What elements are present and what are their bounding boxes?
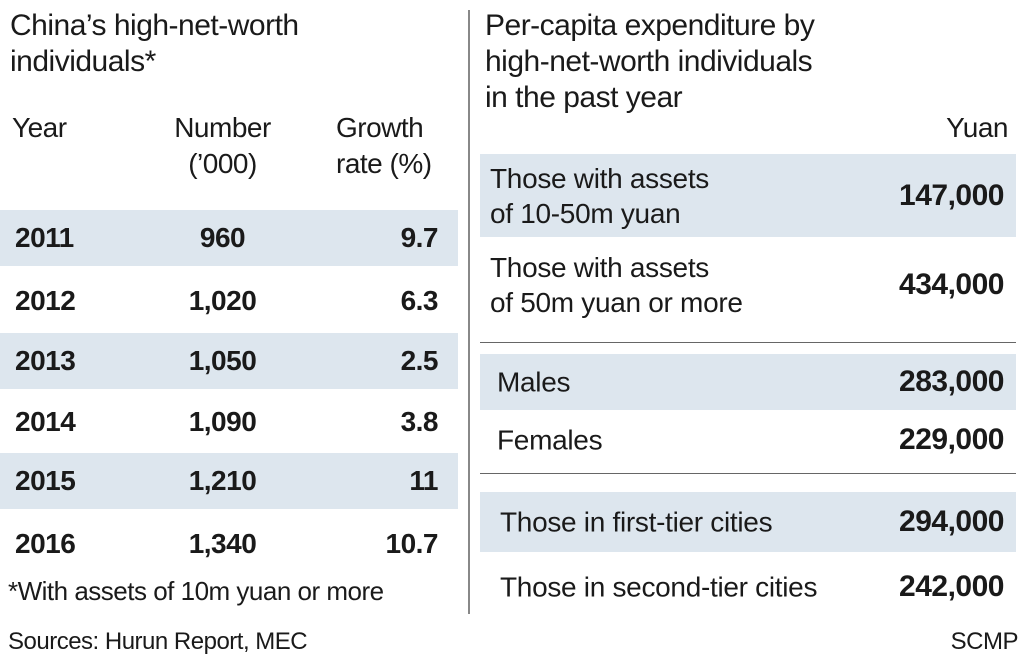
h-line: Growth bbox=[336, 112, 424, 143]
row-label: Those with assets of 10-50m yuan bbox=[490, 161, 709, 231]
year-cell: 2011 bbox=[15, 222, 74, 253]
label-line: of 10-50m yuan bbox=[490, 197, 681, 229]
label-line: of 50m yuan or more bbox=[490, 287, 743, 318]
separator bbox=[480, 473, 1016, 474]
table-row: 2014 1,090 3.8 bbox=[0, 393, 458, 451]
number-cell: 1,340 bbox=[188, 528, 257, 559]
h-line: (’000) bbox=[188, 148, 257, 179]
growth-cell: 11 bbox=[409, 465, 438, 496]
value-cell: 294,000 bbox=[899, 505, 1004, 538]
table-row: Those with assets of 10-50m yuan 147,000 bbox=[480, 154, 1016, 237]
table-row: 2012 1,020 6.3 bbox=[0, 272, 458, 330]
number-cell: 960 bbox=[199, 222, 246, 253]
table-row: 2011 960 9.7 bbox=[0, 210, 458, 266]
number-cell: 1,090 bbox=[188, 406, 257, 437]
label-line: Those with assets bbox=[490, 252, 709, 283]
table-row: 2013 1,050 2.5 bbox=[0, 333, 458, 389]
row-label: Males bbox=[497, 366, 571, 398]
separator bbox=[480, 342, 1016, 343]
value-cell: 283,000 bbox=[899, 365, 1004, 398]
table-row: Males 283,000 bbox=[480, 354, 1016, 410]
footnote: *With assets of 10m yuan or more bbox=[8, 576, 384, 606]
title-line: individuals* bbox=[10, 45, 156, 78]
row-label: Those in first-tier cities bbox=[500, 506, 773, 538]
credit: SCMP bbox=[950, 628, 1019, 655]
year-cell: 2015 bbox=[15, 465, 76, 496]
value-cell: 229,000 bbox=[899, 423, 1004, 456]
number-cell: 1,050 bbox=[188, 345, 257, 376]
growth-cell: 3.8 bbox=[400, 406, 439, 437]
growth-cell: 10.7 bbox=[385, 528, 439, 559]
left-title: China’s high-net-worth individuals* bbox=[10, 8, 299, 80]
number-cell: 1,020 bbox=[188, 285, 257, 316]
title-line: in the past year bbox=[485, 81, 683, 114]
right-title: Per-capita expenditure by high-net-worth … bbox=[485, 8, 815, 116]
h-line: Number bbox=[174, 112, 271, 143]
col-number-header: Number (’000) bbox=[165, 110, 280, 182]
col-growth-header: Growth rate (%) bbox=[336, 110, 432, 182]
col-year-header: Year bbox=[12, 112, 67, 143]
title-line: high-net-worth individuals bbox=[485, 45, 813, 78]
table-row: Those in second-tier cities 242,000 bbox=[480, 556, 1016, 618]
year-cell: 2012 bbox=[15, 285, 76, 316]
growth-cell: 9.7 bbox=[400, 222, 439, 253]
table-row: 2015 1,210 11 bbox=[0, 453, 458, 509]
row-label: Those in second-tier cities bbox=[500, 571, 818, 603]
growth-cell: 2.5 bbox=[400, 345, 439, 376]
table-row: Those in first-tier cities 294,000 bbox=[480, 492, 1016, 552]
title-line: China’s high-net-worth bbox=[10, 9, 299, 42]
row-label: Females bbox=[497, 424, 603, 456]
value-cell: 147,000 bbox=[899, 178, 1004, 212]
table-row: Females 229,000 bbox=[480, 413, 1016, 467]
year-cell: 2013 bbox=[15, 345, 76, 376]
row-label: Those with assets of 50m yuan or more bbox=[490, 250, 743, 320]
growth-cell: 6.3 bbox=[400, 285, 439, 316]
year-cell: 2016 bbox=[15, 528, 76, 559]
table-row: 2016 1,340 10.7 bbox=[0, 515, 458, 573]
title-line: Per-capita expenditure by bbox=[485, 9, 815, 42]
table-row: Those with assets of 50m yuan or more 434,… bbox=[480, 240, 1016, 330]
label-line: Those with assets bbox=[490, 162, 709, 194]
value-cell: 434,000 bbox=[899, 268, 1004, 301]
year-cell: 2014 bbox=[15, 406, 76, 437]
divider bbox=[468, 10, 470, 614]
unit-label: Yuan bbox=[946, 112, 1008, 143]
sources: Sources: Hurun Report, MEC bbox=[8, 628, 308, 655]
h-line: rate (%) bbox=[336, 148, 432, 179]
value-cell: 242,000 bbox=[899, 570, 1004, 603]
number-cell: 1,210 bbox=[188, 465, 257, 496]
